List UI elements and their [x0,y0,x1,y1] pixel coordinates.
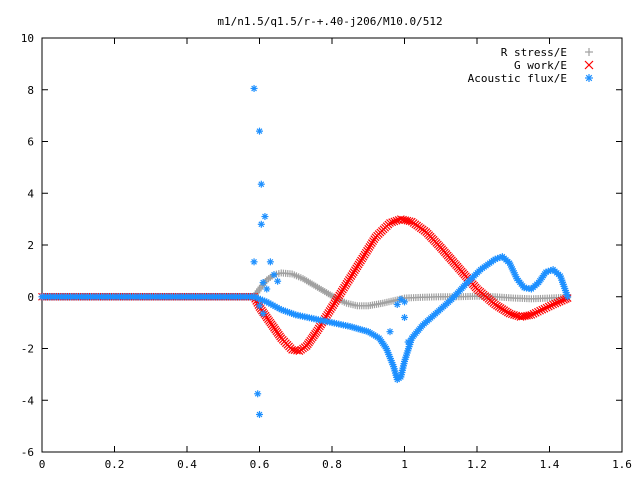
plot-series [38,84,572,418]
x-tick-label: 0.4 [177,458,197,471]
y-tick-label: 8 [27,84,34,97]
data-point [507,310,516,319]
data-point [254,390,262,398]
data-point [527,310,536,319]
data-point [274,277,282,285]
y-tick-label: -2 [21,343,34,356]
data-point [386,328,394,336]
x-tick-label: 0.8 [322,458,342,471]
data-point [392,216,401,225]
data-point [388,218,397,227]
data-point [584,60,594,70]
data-point [505,309,514,318]
data-point [531,308,540,317]
data-point [250,258,258,266]
x-tick-label: 0.2 [105,458,125,471]
data-point [263,285,271,293]
data-point [386,219,394,227]
data-point [405,217,414,226]
data-point [261,213,269,221]
data-point [538,305,547,314]
series-cross [38,215,572,356]
data-point [557,296,566,305]
data-point [529,309,538,318]
legend-label: R stress/E [501,46,567,59]
data-point [512,311,521,320]
data-point [401,298,408,306]
data-point [257,180,265,188]
data-point [536,306,544,315]
chart-title: m1/n1.5/q1.5/r-+.40-j206/M10.0/512 [217,15,442,28]
data-point [256,127,263,135]
y-tick-label: 0 [27,291,34,304]
data-point [266,258,274,266]
data-point [390,217,399,226]
data-point [544,302,553,311]
data-point [397,295,405,303]
data-point [404,338,412,346]
data-point [542,303,551,312]
data-point [256,302,263,310]
data-point [525,311,534,320]
y-tick-label: -6 [21,446,34,459]
data-point [256,410,263,418]
y-tick-label: 10 [21,32,34,45]
data-point [553,298,562,307]
data-point [540,304,549,313]
data-point [564,293,572,301]
x-tick-label: 1.6 [612,458,632,471]
y-tick-label: 6 [27,136,34,149]
data-point [393,301,401,309]
y-tick-label: 4 [27,187,34,200]
data-point [259,279,267,287]
axes: 0 0.2 0.4 0.6 0.8 1 1.2 1.4 1.6 -6 -4 -2 0 2 4 6 8 10 [21,32,632,471]
y-tick-label: -4 [21,394,35,407]
data-point [250,84,258,92]
x-tick-label: 1.4 [540,458,560,471]
data-point [585,74,593,82]
data-point [401,313,408,321]
legend-label: G work/E [514,59,567,72]
data-point [547,301,555,310]
data-point [510,310,518,319]
data-point [257,220,265,228]
data-point [533,307,542,316]
data-point [555,297,564,306]
x-tick-label: 1 [401,458,408,471]
y-tick-label: 2 [27,239,34,252]
series-star [38,84,572,418]
data-point [259,310,267,318]
x-tick-label: 0 [39,458,46,471]
legend-label: Acoustic flux/E [468,72,567,85]
data-point [270,271,278,279]
series-plus [38,269,572,310]
x-tick-label: 0.6 [250,458,270,471]
data-point [551,299,560,308]
data-point [585,48,593,56]
plot-frame [41,37,623,453]
x-tick-label: 1.2 [467,458,487,471]
data-point [549,300,558,309]
